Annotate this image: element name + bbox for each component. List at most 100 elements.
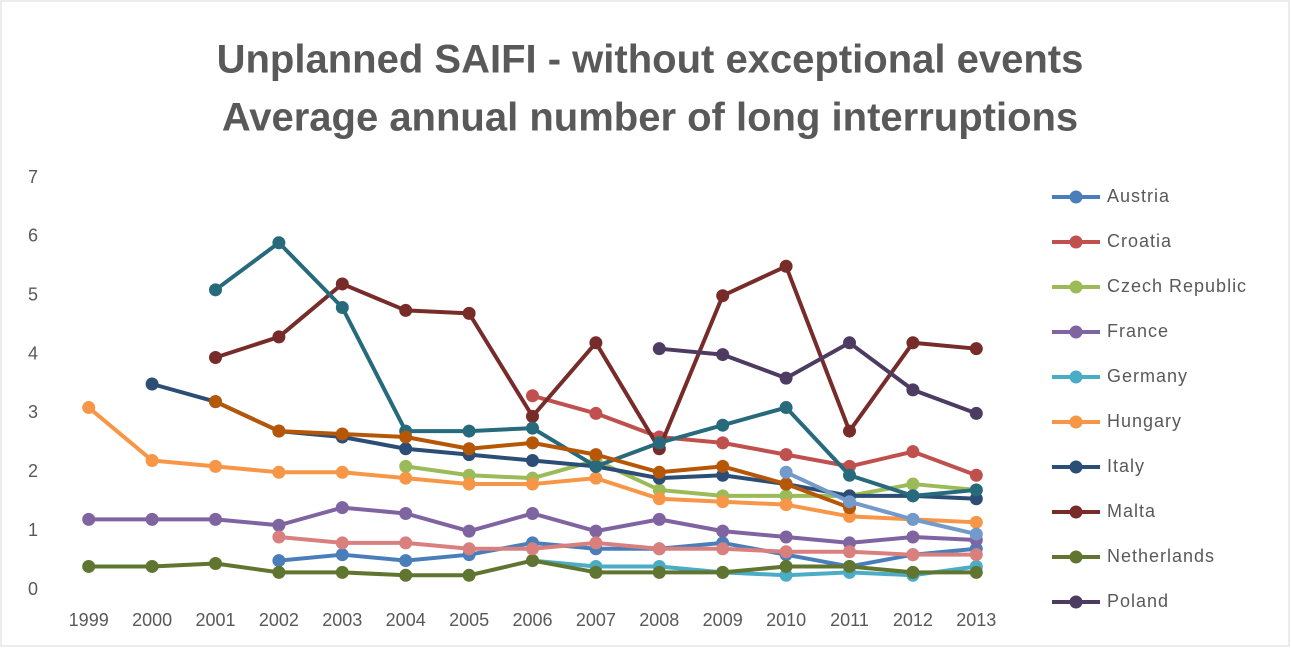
series-point	[209, 557, 222, 571]
series-point	[906, 512, 920, 526]
legend-swatch-point	[1069, 325, 1083, 339]
series-point	[589, 565, 603, 579]
series-point	[906, 477, 920, 491]
series-point	[526, 436, 539, 450]
series-point	[969, 548, 983, 562]
legend-label: Austria	[1107, 186, 1170, 206]
legend-label: Netherlands	[1107, 546, 1215, 566]
legend-label: Poland	[1107, 591, 1169, 611]
x-tick-label: 2003	[322, 610, 362, 630]
series-point	[969, 483, 983, 497]
series-point	[335, 427, 349, 441]
series-point	[843, 424, 856, 438]
series-point	[462, 424, 476, 438]
series-point	[906, 565, 920, 579]
series-point	[145, 377, 159, 391]
series-point	[652, 342, 666, 356]
series-point	[462, 524, 476, 538]
series-point	[969, 468, 983, 482]
y-tick-label: 3	[28, 402, 38, 422]
series-point	[526, 554, 539, 568]
series-point	[969, 515, 983, 529]
series-point	[462, 442, 476, 456]
series-point	[652, 565, 666, 579]
x-tick-label: 2007	[576, 610, 616, 630]
legend-swatch-point	[1069, 505, 1083, 519]
x-tick-label: 2001	[195, 610, 235, 630]
series-line	[785, 470, 977, 537]
series-point	[969, 406, 983, 420]
y-tick-label: 1	[28, 520, 38, 540]
y-tick-label: 4	[28, 343, 38, 363]
series-point	[399, 506, 413, 520]
series-point	[652, 465, 666, 479]
series-point	[209, 283, 222, 297]
y-tick-label: 5	[28, 284, 38, 304]
series-point	[209, 512, 222, 526]
x-tick-label: 2000	[132, 610, 172, 630]
series-point	[716, 542, 730, 556]
series-point	[526, 409, 539, 423]
series-point	[399, 459, 413, 473]
x-tick-label: 2009	[703, 610, 743, 630]
series-point	[716, 495, 730, 509]
series-point	[843, 545, 856, 559]
x-tick-label: 2005	[449, 610, 489, 630]
series-point	[462, 477, 476, 491]
series-point	[906, 383, 920, 397]
y-tick-label: 7	[28, 167, 38, 187]
series-point	[399, 554, 413, 568]
series-point	[779, 401, 793, 415]
series-point	[335, 277, 349, 291]
series-point	[969, 342, 983, 356]
series-point	[335, 501, 349, 515]
chart-title: Unplanned SAIFI - without exceptional ev…	[217, 38, 1084, 82]
series-point	[906, 445, 920, 459]
legend-label: Italy	[1107, 456, 1145, 476]
series-point	[272, 518, 286, 532]
legend-swatch-point	[1069, 280, 1083, 294]
series-point	[82, 559, 96, 573]
series-point	[399, 568, 413, 582]
series-point	[589, 336, 603, 350]
series-point	[209, 351, 222, 365]
x-tick-label: 2011	[830, 610, 869, 630]
series-point	[843, 495, 856, 509]
y-tick-label: 0	[28, 579, 38, 599]
series-line	[405, 458, 977, 498]
series-point	[526, 542, 539, 556]
series-point	[906, 489, 920, 503]
series-point	[335, 548, 349, 562]
series-point	[526, 506, 539, 520]
series-point	[462, 542, 476, 556]
series-point	[335, 300, 349, 314]
series-point	[843, 336, 856, 350]
series-point	[716, 418, 730, 432]
series-point	[399, 303, 413, 317]
series-point	[906, 548, 920, 562]
series-point	[272, 236, 286, 250]
series-point	[779, 259, 793, 273]
series-line	[278, 540, 977, 569]
x-tick-label: 1999	[69, 610, 109, 630]
series-point	[589, 459, 603, 473]
series-point	[589, 524, 603, 538]
series-point	[779, 545, 793, 559]
series-point	[779, 498, 793, 512]
x-tick-label: 2012	[893, 610, 933, 630]
series-point	[526, 389, 539, 403]
series-point	[399, 430, 413, 444]
series-point	[589, 536, 603, 550]
legend-swatch-point	[1069, 415, 1083, 429]
series-point	[779, 477, 793, 491]
series-point	[652, 512, 666, 526]
series-point	[779, 559, 793, 573]
series-point	[526, 421, 539, 435]
series-point	[399, 471, 413, 485]
x-tick-label: 2013	[956, 610, 996, 630]
series-point	[145, 512, 159, 526]
series-point	[462, 306, 476, 320]
series-line	[659, 340, 977, 416]
